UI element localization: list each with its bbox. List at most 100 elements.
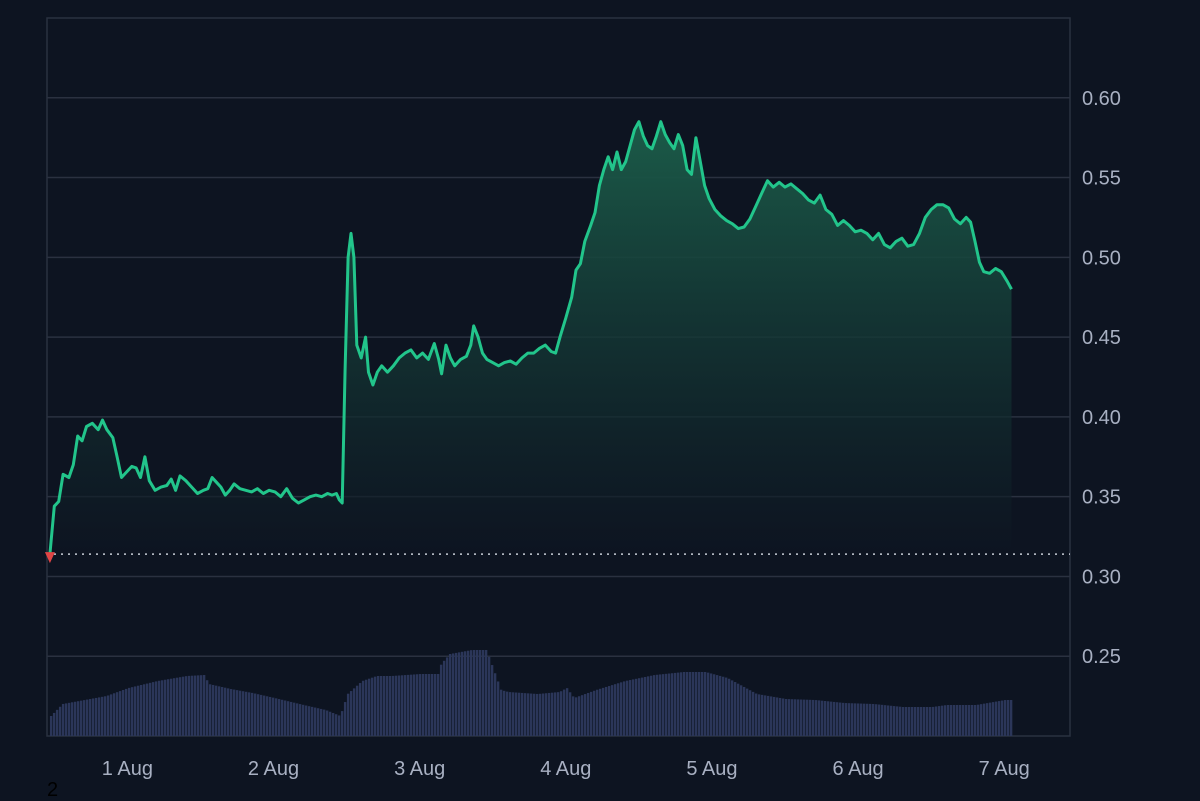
volume-bar [751,691,755,736]
price-series-line [48,120,1013,555]
volume-bar [766,695,770,736]
volume-bar [385,676,389,736]
volume-bar [997,701,1001,736]
volume-bar [958,705,962,736]
x-axis-ticks: 1 Aug 2 Aug 3 Aug 4 Aug 5 Aug 6 Aug 7 Aug [102,758,1030,780]
volume-bar [466,650,470,736]
volume-bar [1009,700,1013,736]
volume-bar [982,703,986,736]
volume-bar [223,687,227,736]
volume-bar [535,693,539,736]
volume-bar [901,706,905,736]
volume-bar [526,693,530,736]
volume-bar [91,698,95,736]
volume-bar [322,709,326,736]
volume-bar [988,702,992,736]
volume-bar [166,679,170,736]
volume-bar [946,705,950,736]
volume-bar [439,664,443,736]
volume-bar [655,674,659,736]
volume-bar [940,705,944,736]
volume-bar [883,705,887,736]
volume-bar [835,702,839,736]
volume-bar [409,674,413,736]
volume-bar [805,699,809,736]
volume-bar [112,693,116,736]
volume-bar [640,677,644,736]
volume-bar [787,699,791,736]
volume-bar [130,687,134,736]
volume-bar [445,657,449,736]
volume-bar [184,676,188,736]
volume-bar [880,704,884,736]
volume-bar [778,697,782,736]
volume-bar [910,707,914,736]
volume-bar [214,685,218,736]
volume-bar [340,711,344,736]
volume-bar [844,703,848,736]
volume-bar [202,675,206,736]
volume-bar [55,709,59,736]
volume-bar [127,687,131,736]
volume-bar [217,686,221,736]
volume-bar [310,706,314,736]
volume-bar [148,682,152,736]
y-tick-label: 0.25 [1082,646,1121,668]
volume-bar [748,690,752,736]
volume-bar [469,650,473,736]
x-tick-label: 1 Aug [102,758,153,780]
volume-bar [163,679,167,736]
volume-bar [544,693,548,736]
volume-bar [763,695,767,736]
volume-bar [673,672,677,736]
volume-bar [49,716,53,736]
volume-bar [229,689,233,736]
volume-bar [739,685,743,736]
baseline [44,552,1070,564]
volume-bar [73,701,77,736]
volume-bar [292,702,296,736]
volume-bar [481,650,485,736]
x-tick-label: 5 Aug [686,758,737,780]
volume-bar [352,688,356,736]
volume-bar [562,689,566,736]
volume-bar [793,699,797,736]
volume-bar [208,684,212,736]
volume-bar [583,694,587,736]
volume-bar [154,681,158,736]
volume-bar [364,679,368,736]
volume-bar [343,702,347,736]
volume-bar [874,704,878,736]
volume-bar [178,677,182,736]
volume-bar [331,712,335,736]
volume-bar [649,675,653,736]
volume-bar [85,699,89,736]
volume-bar [193,675,197,736]
volume-bar [913,707,917,736]
volume-bar [313,707,317,736]
volume-bar [646,676,650,736]
x-tick-label: 6 Aug [833,758,884,780]
y-tick-label: 0.45 [1082,327,1121,349]
volume-bar [574,697,578,736]
volume-bar [61,703,65,736]
volume-bar [790,699,794,736]
volume-bar [472,650,476,736]
volume-bar [622,681,626,736]
volume-bar [580,695,584,736]
volume-bar [169,678,173,736]
volume-bar [964,705,968,736]
volume-bar [847,703,851,736]
volume-bar [577,696,581,736]
volume-bar [256,694,260,736]
volume-bar [865,703,869,736]
volume-bar [394,675,398,736]
volume-bar [454,652,458,736]
volume-bar [991,702,995,736]
volume-bar [100,696,104,736]
volume-bar [760,694,764,736]
volume-bar [922,707,926,736]
volume-bar [259,694,263,736]
volume-bar [856,703,860,736]
